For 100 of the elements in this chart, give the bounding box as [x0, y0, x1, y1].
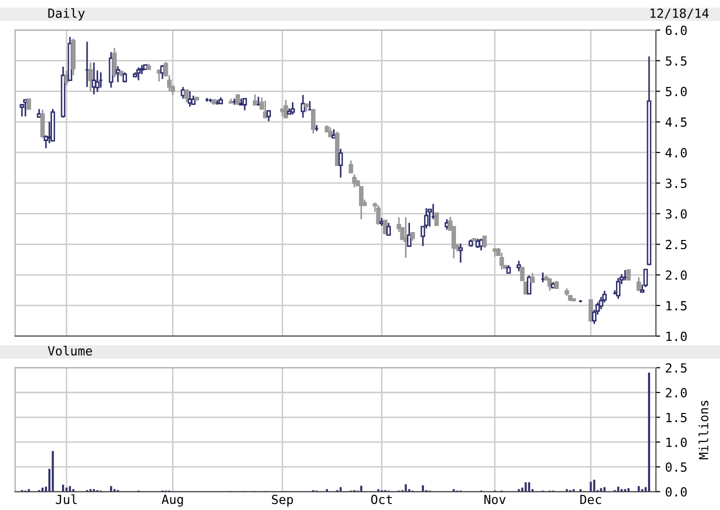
candlestick: [382, 220, 388, 236]
candlestick: [242, 98, 247, 112]
y-tick-label: 5.5: [666, 56, 687, 66]
candlestick: [266, 110, 271, 122]
y-tick-label: 6.0: [666, 26, 687, 36]
bar: [566, 489, 568, 492]
bar: [648, 372, 650, 492]
candlestick: [40, 108, 45, 139]
candlestick: [252, 94, 258, 106]
y-tick-label: 2.5: [666, 240, 687, 250]
y-tick-label: 4.5: [666, 118, 687, 127]
bar: [42, 488, 44, 492]
bar: [89, 489, 92, 492]
bar: [68, 486, 71, 492]
bar: [641, 489, 644, 492]
candlestick: [482, 236, 487, 249]
candlestick: [136, 66, 141, 82]
bar: [590, 482, 592, 492]
text: 12/18/14: [650, 8, 709, 19]
bar: [617, 486, 620, 492]
bar: [422, 485, 424, 492]
bar: [593, 480, 596, 492]
y-tick-label: 0.5: [666, 462, 687, 472]
bar: [580, 489, 582, 492]
bar: [65, 488, 68, 492]
chart-title: Daily: [48, 8, 85, 20]
bar: [360, 486, 362, 492]
candlestick: [516, 260, 522, 272]
x-tick-label: Aug: [162, 494, 183, 507]
y-tick-label: 5.0: [666, 86, 687, 96]
y-tick-label: 2.0: [666, 388, 687, 398]
bar: [28, 489, 30, 492]
candlestick: [348, 160, 354, 174]
y-tick-label: 1.0: [666, 438, 687, 448]
bar: [524, 482, 527, 492]
bar: [624, 489, 626, 492]
bar: [52, 450, 54, 492]
candlestick: [338, 148, 343, 178]
bar: [452, 489, 455, 492]
candlestick: [526, 274, 532, 296]
y-tick-label: 1.5: [666, 301, 687, 310]
candlestick: [290, 102, 295, 116]
candlestick: [406, 222, 412, 247]
candlestick: [458, 242, 463, 264]
candlestick: [376, 204, 381, 226]
candlestick: [386, 222, 391, 236]
bar: [518, 489, 520, 492]
bar: [528, 482, 530, 492]
candlestick: [434, 212, 439, 226]
y-tick-label: 3.0: [666, 209, 687, 219]
candlestick: [284, 99, 288, 119]
y-tick-label: 2.0: [666, 270, 687, 280]
y-tick-label: 1.5: [666, 412, 687, 422]
x-tick-label: Nov: [484, 494, 506, 504]
candlestick: [260, 96, 264, 110]
candlestick: [352, 174, 357, 188]
bar: [620, 489, 623, 492]
candlestick: [530, 272, 535, 284]
bar: [92, 489, 95, 492]
candlestick: [23, 98, 28, 118]
bar: [572, 489, 575, 492]
bar: [110, 486, 112, 492]
bar: [340, 487, 342, 492]
candlestick: [643, 268, 648, 288]
x-tick-label: Jul: [56, 494, 77, 504]
candlestick: [588, 299, 594, 323]
candlestick: [499, 252, 504, 270]
y-tick-label: 0.0: [666, 487, 687, 497]
y-tick-label: 1.0: [666, 332, 687, 342]
candlestick: [184, 89, 189, 104]
bar: [326, 489, 328, 492]
x-tick-label: Sep: [272, 494, 293, 507]
x-tick-label: Dec: [580, 494, 602, 504]
bar: [72, 489, 74, 492]
y-tick-label: 2.5: [666, 363, 687, 373]
bar: [62, 484, 64, 492]
bar: [627, 488, 630, 492]
candlestick: [26, 98, 32, 110]
bar: [404, 484, 407, 492]
candlestick: [616, 277, 620, 300]
candlestick: [122, 72, 128, 82]
bar: [603, 487, 606, 492]
bar: [113, 489, 116, 492]
candlestick: [236, 94, 240, 105]
candlestick: [263, 100, 268, 119]
chart-title: Volume: [48, 346, 92, 356]
candlestick: [116, 65, 120, 83]
candlestick: [636, 276, 642, 292]
y-axis-title: Millions: [698, 400, 708, 460]
bar: [600, 488, 602, 492]
candlestick: [88, 62, 93, 93]
candlestick: [547, 277, 552, 292]
bar: [638, 486, 640, 492]
bar: [377, 489, 380, 492]
x-tick-label: Oct: [371, 494, 392, 504]
candlestick: [328, 126, 333, 138]
candlestick: [300, 94, 306, 118]
y-tick-label: 4.0: [666, 148, 687, 158]
candlestick: [311, 108, 316, 134]
candlestick: [20, 103, 24, 118]
